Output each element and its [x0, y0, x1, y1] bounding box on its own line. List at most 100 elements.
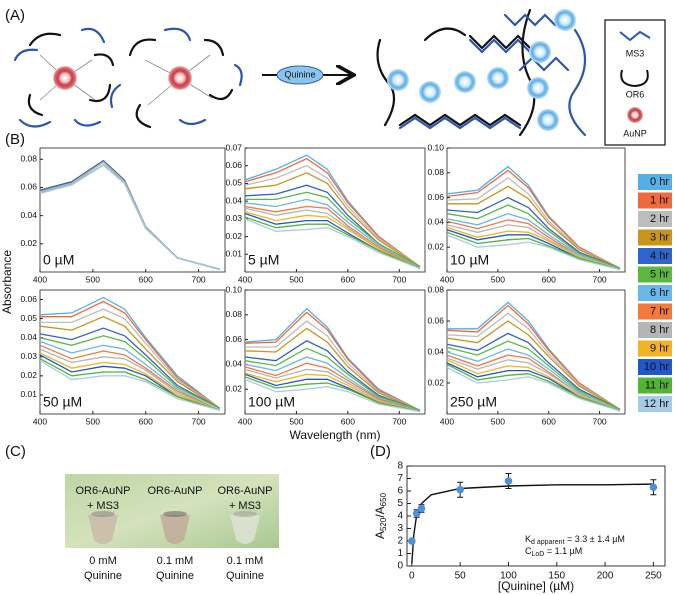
y-tick-label: 0.02 [225, 231, 242, 241]
spectrum-line [447, 185, 621, 269]
spectrum-line [244, 356, 421, 413]
x-tick-label: 100 [500, 571, 517, 582]
y-axis-label: A520/A650 [373, 492, 388, 539]
x-tick-label: 700 [191, 274, 205, 284]
tube-caption: Quinine [226, 570, 264, 582]
annotation: CLoD = 1.1 µM [525, 546, 582, 557]
tube-caption: Quinine [84, 570, 122, 582]
spectrum-line [244, 218, 421, 270]
y-tick-label: 0.06 [225, 334, 242, 344]
x-tick-label: 500 [491, 274, 505, 284]
legend-label: 0 hr [650, 176, 669, 188]
x-tick-label: 400 [238, 274, 252, 284]
annotation: Kd apparent = 3.3 ± 1.4 µM [525, 534, 625, 545]
x-tick-label: 600 [139, 274, 153, 284]
quinine-icon [276, 65, 324, 85]
legend-label: 11 hr [645, 379, 670, 391]
spectrum-line [39, 358, 220, 411]
spectrum-line [446, 320, 621, 410]
x-tick-label: 600 [542, 274, 556, 284]
annotation-part: C [525, 546, 532, 556]
spectrum-line [39, 327, 221, 409]
legend-swatch [638, 303, 672, 320]
x-tick-label: 700 [392, 416, 406, 426]
tube-label: OR6-AuNP [147, 485, 202, 497]
spectrum-line [244, 307, 421, 411]
spectrum-line [446, 231, 621, 271]
annotation-part: = 3.3 ± 1.4 µM [565, 534, 625, 544]
legend-label: 5 hr [650, 268, 669, 280]
spectrum-line [244, 327, 421, 411]
legend-swatch [638, 322, 672, 338]
plot-frame [244, 147, 426, 273]
tube-label: OR6-AuNP [75, 485, 130, 497]
spectrum-line [446, 340, 621, 410]
y-tick-label: 0.04 [225, 359, 242, 369]
y-tick-label: 6 [397, 486, 403, 497]
y-tick-label: 0.04 [427, 217, 444, 227]
x-tick-label: 400 [440, 274, 454, 284]
y-tick-label: 0.08 [225, 309, 242, 319]
spectrum-line [244, 368, 421, 413]
legend-label: 8 hr [650, 324, 669, 336]
y-tick-label: 0.03 [225, 213, 242, 223]
legend-label: OR6 [626, 89, 645, 99]
legend-label: AuNP [623, 128, 647, 138]
nanoparticle [53, 66, 77, 90]
annotation-part: d apparent [531, 539, 565, 546]
spectrum-line [244, 164, 421, 268]
y-tick-label: 0.06 [427, 192, 444, 202]
spectrum-line [446, 366, 621, 412]
spectrum-line [244, 198, 421, 270]
y-tick-label: 0.08 [427, 284, 444, 294]
spectrum-line [39, 315, 221, 409]
legend-swatch [638, 377, 672, 394]
legend-label: 12 hr [644, 398, 669, 410]
legend-label: 4 hr [650, 250, 669, 262]
x-tick-label: 700 [191, 416, 205, 426]
spectrum-line [39, 344, 220, 411]
y-tick-label: 0.03 [20, 351, 37, 361]
concentration-label: 250 µM [450, 394, 497, 410]
x-tick-label: 600 [341, 416, 355, 426]
y-tick-label: 0.08 [427, 167, 444, 177]
fit-line [411, 483, 654, 564]
x-axis-label: [Quinine] (µM) [498, 579, 574, 593]
y-tick-label: 0.01 [225, 249, 242, 259]
spectrum-line [446, 234, 621, 271]
spectrum-line [244, 340, 421, 411]
y-tick-label: 0.02 [225, 383, 242, 393]
y-tick-label: 1 [397, 548, 403, 559]
plot-frame [39, 147, 226, 273]
y-tick-label: 7 [397, 473, 403, 484]
spectrum-plot: 0.02 0.04 0.06 0.08 400 500 600 700 0 µM Absorban… [0, 147, 226, 314]
y-tick-label: 0.10 [225, 284, 242, 294]
y-tick-label: 0.04 [427, 346, 444, 356]
tube-caption: Quinine [156, 570, 194, 582]
y-tick-label: 4 [397, 511, 403, 522]
y-tick-label: 0.05 [225, 178, 242, 188]
spectrum-line [244, 347, 421, 411]
binding-plot: 0 12 34 56 78 0 50 100 150 200 250 [Quinine] (µM) A5… [373, 461, 666, 593]
y-tick-label: 0.02 [427, 377, 444, 387]
tube-label: + MS3 [229, 500, 261, 512]
y-tick-label: 5 [397, 498, 403, 509]
y-tick-label: 0.06 [427, 315, 444, 325]
legend-label: 7 hr [650, 305, 669, 317]
data-point [649, 483, 658, 492]
spectrum-line [244, 172, 421, 268]
panel-label: (A) [5, 7, 25, 24]
y-tick-label: 0.02 [20, 238, 37, 248]
y-tick-label: 0.05 [20, 313, 37, 323]
spectrum-line [446, 348, 621, 412]
strands-left [13, 27, 243, 129]
legend-swatch [638, 192, 672, 209]
panel-label: (C) [5, 443, 26, 460]
tube [160, 515, 190, 544]
tube-caption: 0.1 mM [157, 555, 194, 567]
legend-label: 9 hr [650, 342, 669, 354]
legend-label: MS3 [626, 48, 645, 58]
y-tick-label: 0.08 [20, 154, 37, 164]
x-tick-label: 500 [86, 274, 100, 284]
spectrum-line [39, 348, 220, 411]
